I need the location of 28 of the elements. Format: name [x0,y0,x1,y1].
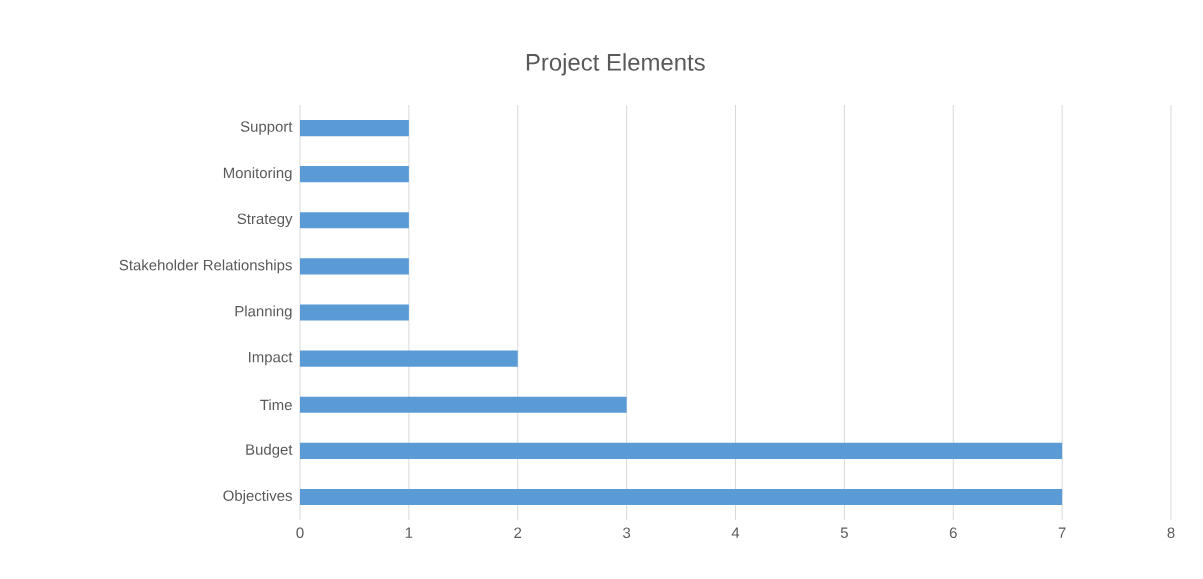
x-tick-label: 0 [296,527,304,539]
bar [300,212,409,229]
x-tick-label: 1 [405,527,413,538]
y-tick-label: Impact [249,351,293,366]
x-tick-label: 4 [731,527,740,538]
x-tick-label: 2 [514,527,522,538]
bar [300,166,409,183]
bar [300,488,1063,506]
bar [300,120,409,137]
y-tick-label: Monitoring [223,167,292,182]
bar [300,304,409,321]
bar [300,442,1063,459]
bar [300,350,518,367]
chart-title: Project Elements [526,53,705,76]
x-tick-label: 7 [1058,527,1066,538]
y-tick-label: Stakeholder Relationships [119,259,292,274]
bar [300,258,409,275]
x-tick-label: 8 [1167,527,1175,539]
x-tick-label: 6 [949,527,957,539]
y-tick-label: Time [260,399,292,411]
bar [300,396,627,413]
x-tick-label: 5 [840,527,848,538]
y-tick-label: Planning [235,305,292,320]
x-tick-label: 3 [623,527,631,539]
y-tick-label: Strategy [237,213,293,228]
y-tick-label: Objectives [223,489,292,504]
y-tick-label: Budget [246,443,293,458]
y-tick-label: Support [240,121,293,135]
